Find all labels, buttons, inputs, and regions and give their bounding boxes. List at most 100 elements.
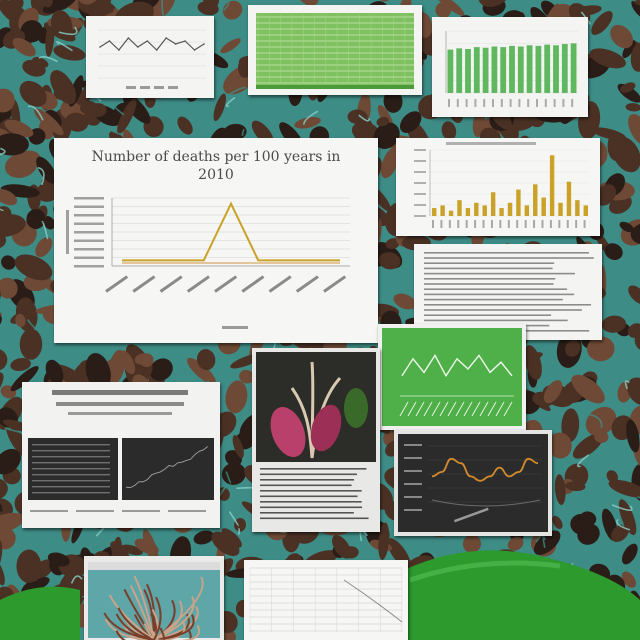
text-line	[424, 304, 592, 306]
hatch-mark	[415, 401, 425, 417]
bark-scale	[38, 0, 53, 8]
tree-branch	[153, 596, 162, 640]
bar	[448, 210, 454, 216]
text-line	[424, 314, 552, 316]
tree-branch	[154, 627, 166, 640]
bark-crack	[576, 454, 590, 468]
x-tick-label	[159, 275, 183, 293]
bark-scale	[122, 93, 151, 124]
data-point	[184, 40, 186, 42]
leaf-green	[344, 388, 368, 428]
footer-text	[76, 510, 114, 512]
hatch-mark	[431, 401, 441, 417]
x-tick-label	[214, 275, 238, 293]
main-chart-title-line2: 2010	[198, 167, 234, 183]
y-tick-label	[74, 248, 104, 251]
bark-crack	[624, 380, 630, 390]
bark-scale	[565, 481, 586, 492]
series-line	[99, 37, 205, 51]
y-tick-label	[74, 265, 104, 268]
hatch-mark	[455, 401, 465, 417]
x-tick-label	[105, 275, 129, 293]
y-tick-label	[404, 483, 422, 485]
bark-crack	[611, 504, 633, 512]
bar	[457, 200, 462, 216]
tree-branch	[143, 623, 155, 640]
bark-scale	[232, 435, 244, 459]
panel-text-line	[32, 456, 110, 458]
bark-crack	[70, 575, 83, 584]
x-tick-label	[583, 220, 586, 228]
tree-branch	[152, 630, 159, 640]
bark-crack	[225, 96, 236, 107]
bark-scale	[47, 552, 70, 567]
x-tick-label	[465, 220, 468, 228]
bark-scale	[134, 353, 151, 365]
tick-label	[544, 99, 547, 107]
slide-subtitle	[56, 402, 184, 406]
bark-crack	[0, 147, 6, 156]
bark-scale	[533, 530, 561, 555]
tick-label	[126, 86, 136, 89]
data-point	[155, 49, 158, 51]
y-tick-label	[74, 231, 104, 234]
bark-scale	[10, 366, 39, 392]
panel-text-line	[32, 468, 110, 470]
text-line	[424, 272, 575, 275]
panel-text-line	[32, 450, 110, 452]
plant-photo-card	[252, 348, 380, 532]
y-tick-label	[404, 457, 422, 459]
bark-scale	[50, 70, 77, 105]
tree-branch	[108, 594, 155, 640]
tree-branch	[115, 630, 154, 640]
slide-subtitle	[68, 412, 172, 415]
bark-scale	[220, 38, 241, 54]
bark-scale	[20, 20, 44, 43]
bark-scale	[378, 522, 390, 560]
bark-scale	[22, 59, 46, 77]
caption-line	[260, 506, 363, 509]
x-tick-label	[268, 275, 292, 293]
bar	[440, 205, 445, 216]
bark-scale	[65, 112, 89, 132]
tree-branch	[122, 623, 154, 640]
series-line	[122, 201, 340, 262]
hatch-mark	[487, 401, 497, 417]
bark-scale	[14, 254, 53, 281]
bark-scale	[478, 0, 511, 7]
bark-scale	[543, 380, 563, 404]
bark-crack	[228, 511, 239, 527]
y-tick-label	[414, 215, 426, 217]
tree-branch	[117, 607, 155, 640]
hatch-mark	[463, 401, 473, 417]
bark-crack	[225, 471, 232, 485]
tick-label	[168, 86, 178, 89]
tree-branch	[103, 612, 155, 640]
hatch-mark	[479, 401, 489, 417]
bark-scale	[507, 536, 524, 551]
panel-text-line	[32, 444, 110, 446]
panel-text-line	[32, 474, 110, 476]
bark-scale	[85, 353, 111, 391]
green-wave-chart	[382, 328, 522, 426]
bark-scale	[620, 82, 636, 93]
bar	[507, 202, 513, 216]
bar	[583, 205, 588, 216]
bark-scale	[119, 350, 136, 375]
bark-scale	[234, 517, 246, 532]
plant-photo	[256, 352, 376, 520]
bark-crack	[589, 496, 598, 508]
x-tick-label	[457, 220, 460, 228]
x-tick-label	[432, 220, 434, 228]
bark-scale	[87, 103, 107, 118]
bark-scale	[8, 0, 24, 11]
y-tick-label	[74, 197, 104, 200]
bark-crack	[58, 26, 78, 36]
bark-scale	[435, 2, 452, 18]
bark-crack	[56, 40, 73, 52]
bark-scale	[37, 587, 52, 601]
bark-scale	[561, 408, 580, 443]
x-tick-label	[516, 220, 519, 228]
slide-title	[52, 390, 188, 395]
